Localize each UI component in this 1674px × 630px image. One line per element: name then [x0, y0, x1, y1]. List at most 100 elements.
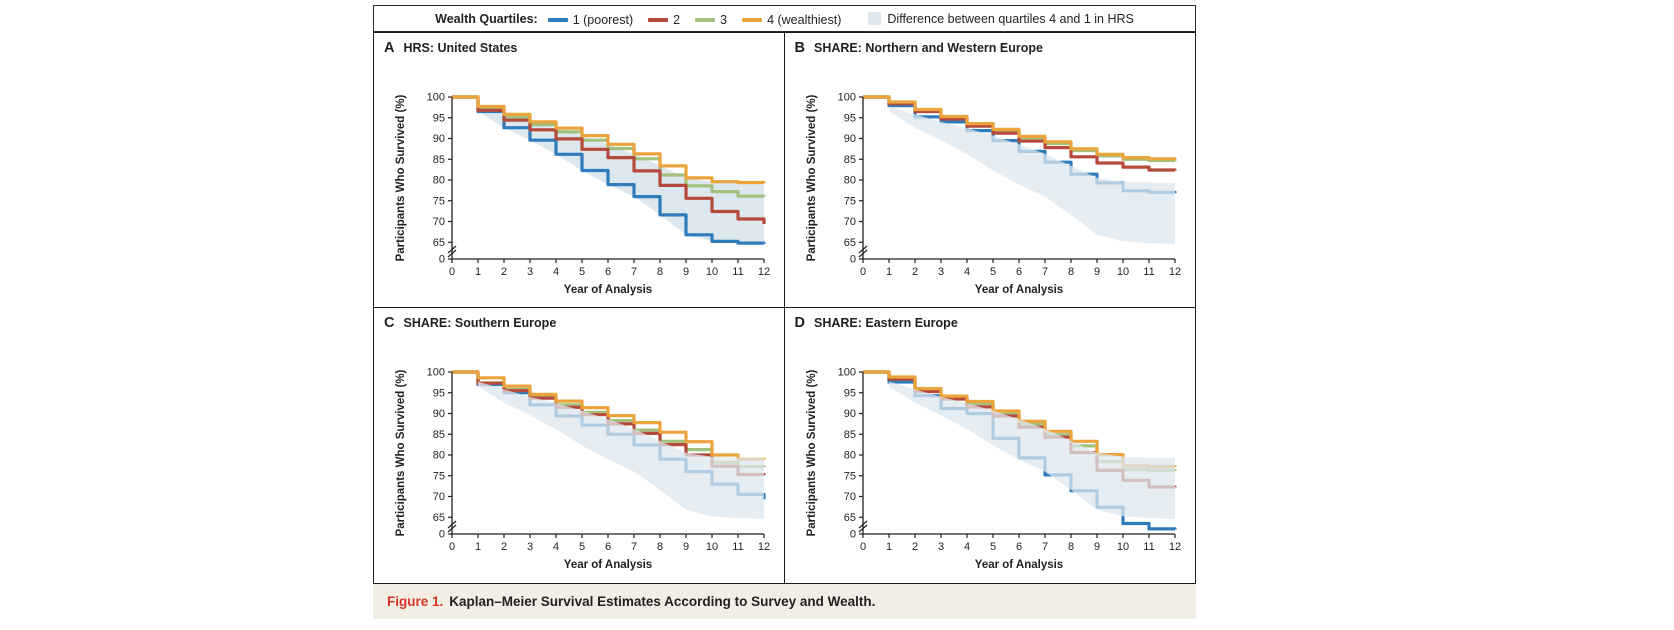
legend-entry-q2: 2	[648, 13, 680, 27]
q1-line-swatch-icon	[547, 17, 568, 22]
x-tick-label: 10	[1116, 541, 1128, 553]
y-tick-label: 80	[433, 175, 445, 187]
axis-break-icon	[858, 520, 867, 529]
series-q1-line	[452, 95, 766, 245]
x-tick-label: 4	[963, 266, 969, 278]
legend-title: Wealth Quartiles:	[435, 11, 538, 26]
axis-break-icon	[447, 249, 457, 258]
axis-break-icon	[858, 249, 867, 258]
x-tick-label: 7	[1041, 266, 1047, 278]
x-tick-label: 9	[683, 266, 689, 278]
y-tick-label: 100	[427, 367, 445, 379]
y-tick-label: 75	[843, 195, 855, 207]
x-axis-title: Year of Analysis	[564, 559, 652, 571]
x-tick-label: 5	[989, 266, 995, 278]
x-tick-label: 11	[1143, 266, 1154, 278]
x-axis-title: Year of Analysis	[564, 284, 652, 296]
axis-break-icon	[858, 524, 867, 533]
x-tick-label: 0	[449, 266, 455, 278]
x-tick-label: 10	[706, 266, 718, 278]
series-q4-line	[862, 95, 1177, 161]
q3-line-swatch-icon	[695, 17, 716, 22]
x-tick-label: 4	[553, 266, 559, 278]
y-tick-label: 100	[427, 92, 445, 104]
x-tick-label: 6	[1015, 266, 1021, 278]
x-tick-label: 1	[885, 541, 891, 553]
y-tick-label: 65	[433, 237, 445, 249]
panel-letter: B	[794, 40, 805, 56]
hrs-difference-band	[888, 381, 1175, 519]
y-tick-label: 80	[843, 450, 855, 462]
x-tick-label: 0	[859, 541, 865, 553]
x-tick-label: 2	[501, 541, 507, 553]
y-tick-label: 70	[433, 216, 445, 228]
x-tick-label: 8	[657, 541, 663, 553]
y-zero-label: 0	[849, 529, 855, 541]
x-tick-label: 7	[631, 541, 637, 553]
y-tick-label: 70	[433, 491, 445, 503]
x-tick-label: 3	[527, 266, 533, 278]
x-tick-label: 1	[475, 266, 481, 278]
legend-shade-entry: Difference between quartiles 4 and 1 in …	[868, 11, 1134, 26]
x-tick-label: 3	[527, 541, 533, 553]
panel-b: B SHARE: Northern and Western Europe 100 95…	[784, 33, 1195, 308]
axis-break-icon	[447, 524, 457, 533]
x-tick-label: 1	[475, 541, 481, 553]
y-tick-label: 90	[433, 133, 445, 145]
y-tick-label: 85	[433, 154, 445, 166]
x-tick-label: 2	[911, 541, 917, 553]
panel-title-text: SHARE: Northern and Western Europe	[813, 41, 1043, 55]
y-tick-label: 95	[843, 112, 855, 124]
panel-a: A HRS: United States 100 95 90 85 80 75 70 65 0 0 1 2…	[374, 33, 785, 308]
y-zero-label: 0	[439, 529, 445, 541]
x-tick-label: 0	[449, 541, 455, 553]
y-tick-label: 85	[843, 154, 855, 166]
x-tick-label: 12	[1168, 541, 1180, 553]
panel-title-text: SHARE: Eastern Europe	[813, 316, 958, 330]
x-tick-label: 6	[605, 266, 611, 278]
x-tick-label: 5	[579, 266, 585, 278]
legend-entry-q1: 1 (poorest)	[547, 13, 633, 27]
x-tick-label: 10	[1116, 266, 1128, 278]
axis-break-icon	[447, 520, 457, 529]
panel-title: D SHARE: Eastern Europe	[795, 315, 958, 331]
x-axis-title: Year of Analysis	[974, 284, 1062, 296]
y-tick-label: 85	[843, 429, 855, 441]
x-tick-label: 2	[501, 266, 507, 278]
legend-entry-label: 4 (wealthiest)	[767, 12, 842, 27]
x-tick-label: 9	[1093, 541, 1099, 553]
legend: Wealth Quartiles: 1 (poorest) 2 3 4 (wealth…	[373, 5, 1196, 32]
x-tick-label: 4	[963, 541, 969, 553]
x-tick-label: 9	[683, 541, 689, 553]
y-tick-label: 75	[843, 470, 855, 482]
hrs-difference-band	[478, 381, 764, 519]
caption-number: Figure 1.	[387, 594, 444, 609]
x-tick-label: 8	[1067, 541, 1073, 553]
x-tick-label: 4	[553, 541, 559, 553]
x-tick-label: 5	[579, 541, 585, 553]
y-tick-label: 90	[843, 408, 855, 420]
panel-letter: A	[384, 40, 395, 56]
x-tick-label: 10	[706, 541, 718, 553]
panel-letter: D	[794, 315, 805, 331]
panel-title: B SHARE: Northern and Western Europe	[795, 40, 1043, 56]
series-q4-line	[452, 370, 766, 461]
x-tick-label: 12	[758, 266, 770, 278]
y-tick-label: 70	[843, 216, 855, 228]
figure-caption: Figure 1. Kaplan–Meier Survival Estimate…	[373, 584, 1196, 619]
axis-break-icon	[447, 245, 457, 254]
y-tick-label: 90	[843, 133, 855, 145]
x-tick-label: 5	[989, 541, 995, 553]
legend-entry-label: 2	[673, 12, 681, 27]
legend-shade-label: Difference between quartiles 4 and 1 in …	[887, 11, 1134, 26]
y-tick-label: 95	[843, 387, 855, 399]
x-tick-label: 11	[732, 541, 743, 553]
x-tick-label: 11	[1143, 541, 1154, 553]
x-tick-label: 8	[657, 266, 663, 278]
y-axis-title: Participants Who Survived (%)	[806, 369, 818, 536]
y-tick-label: 100	[837, 367, 855, 379]
y-tick-label: 95	[433, 112, 445, 124]
